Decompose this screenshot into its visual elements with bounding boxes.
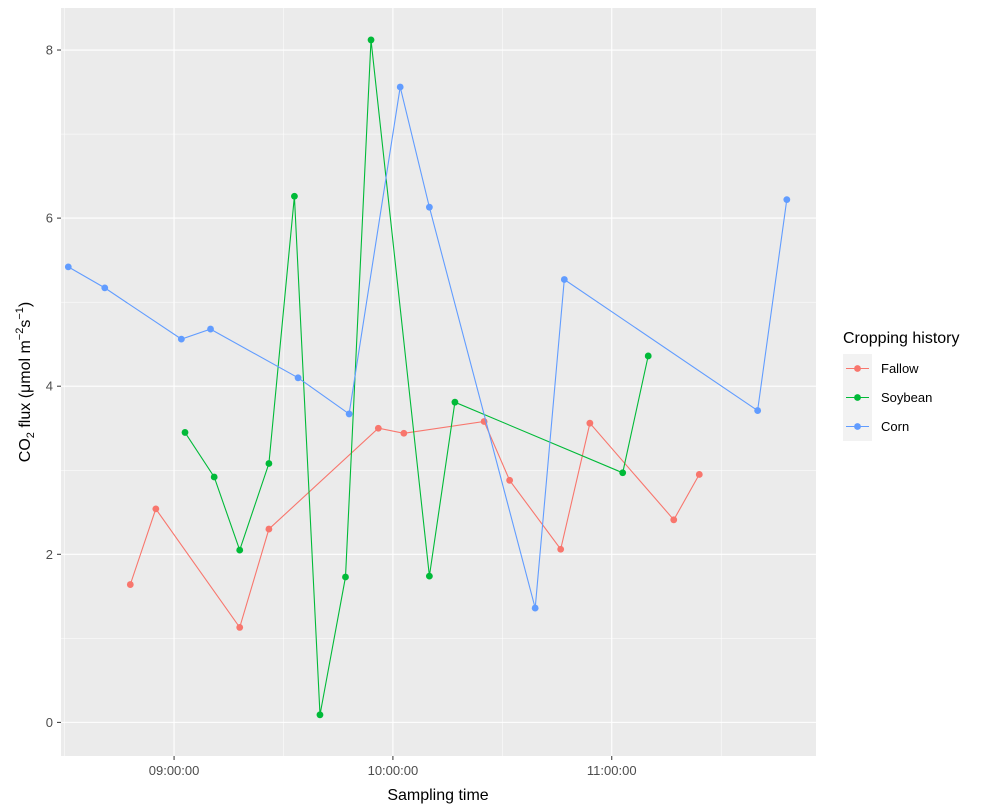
y-tick-label: 2 (46, 547, 53, 562)
data-point-soybean (316, 711, 324, 719)
data-point-fallow (400, 429, 408, 437)
data-point-corn (560, 276, 568, 283)
x-tick-label: 09:00:00 (149, 763, 200, 778)
data-point-soybean (265, 460, 273, 467)
data-point-fallow (670, 516, 678, 524)
data-point-soybean (451, 398, 459, 406)
data-point-corn (425, 203, 433, 211)
plot-panel (61, 8, 816, 756)
data-point-corn (783, 196, 791, 204)
data-point-corn (207, 325, 214, 333)
data-point-corn (294, 374, 302, 382)
minor-gridlines (61, 8, 816, 756)
axes-layer: 0 2 4 6 8 09:00:00 10:00:00 11:00:00 (46, 43, 637, 778)
series-fallow (126, 418, 703, 631)
y-tick-label: 6 (46, 211, 53, 226)
x-tick-label: 10:00:00 (368, 763, 419, 778)
x-tick-label: 11:00:00 (587, 763, 637, 778)
legend-title: Cropping history (843, 330, 960, 347)
y-axis-title: CO2 flux (μmol m−2s−1) (14, 302, 37, 462)
data-point-soybean (367, 36, 375, 44)
data-point-soybean (342, 573, 349, 581)
data-point-soybean (210, 473, 218, 481)
y-tick-label: 8 (46, 43, 53, 58)
series-soybean (181, 36, 652, 719)
data-point-soybean (291, 192, 298, 200)
data-point-corn (64, 263, 72, 271)
legend-key-point-corn (854, 423, 861, 430)
legend-label-soybean: Soybean (881, 390, 932, 405)
data-point-corn (531, 604, 539, 612)
legend-item-fallow: Fallow (843, 354, 919, 383)
series-line-fallow (129, 420, 700, 629)
data-point-fallow (557, 545, 565, 553)
data-point-soybean (181, 429, 189, 436)
data-point-corn (345, 410, 353, 418)
data-point-corn (396, 83, 404, 91)
data-point-fallow (374, 424, 382, 432)
data-point-fallow (236, 624, 244, 631)
data-point-soybean (236, 546, 244, 554)
data-point-soybean (425, 572, 433, 580)
data-point-fallow (265, 525, 273, 533)
legend-key-point-fallow (854, 365, 861, 372)
data-point-corn (177, 335, 185, 343)
x-axis-title: Sampling time (387, 787, 488, 804)
series-corn (64, 83, 791, 612)
data-point-fallow (152, 505, 160, 513)
series-line-soybean (184, 39, 649, 715)
data-point-fallow (506, 476, 514, 484)
legend-item-soybean: Soybean (843, 383, 932, 412)
series-layer (64, 36, 791, 719)
data-point-fallow (586, 419, 594, 427)
data-point-soybean (619, 469, 627, 477)
data-point-fallow (126, 581, 134, 588)
legend: Cropping history Fallow Soybean Corn (843, 330, 960, 441)
data-point-soybean (644, 352, 652, 360)
legend-item-corn: Corn (843, 412, 909, 441)
data-point-corn (754, 407, 762, 414)
legend-label-fallow: Fallow (881, 361, 919, 376)
y-tick-label: 4 (46, 379, 53, 394)
major-gridlines (61, 8, 816, 756)
series-line-corn (68, 86, 788, 609)
data-point-corn (101, 284, 109, 292)
y-tick-label: 0 (46, 715, 53, 730)
legend-label-corn: Corn (881, 419, 909, 434)
data-point-fallow (695, 471, 703, 478)
legend-key-point-soybean (854, 394, 861, 401)
